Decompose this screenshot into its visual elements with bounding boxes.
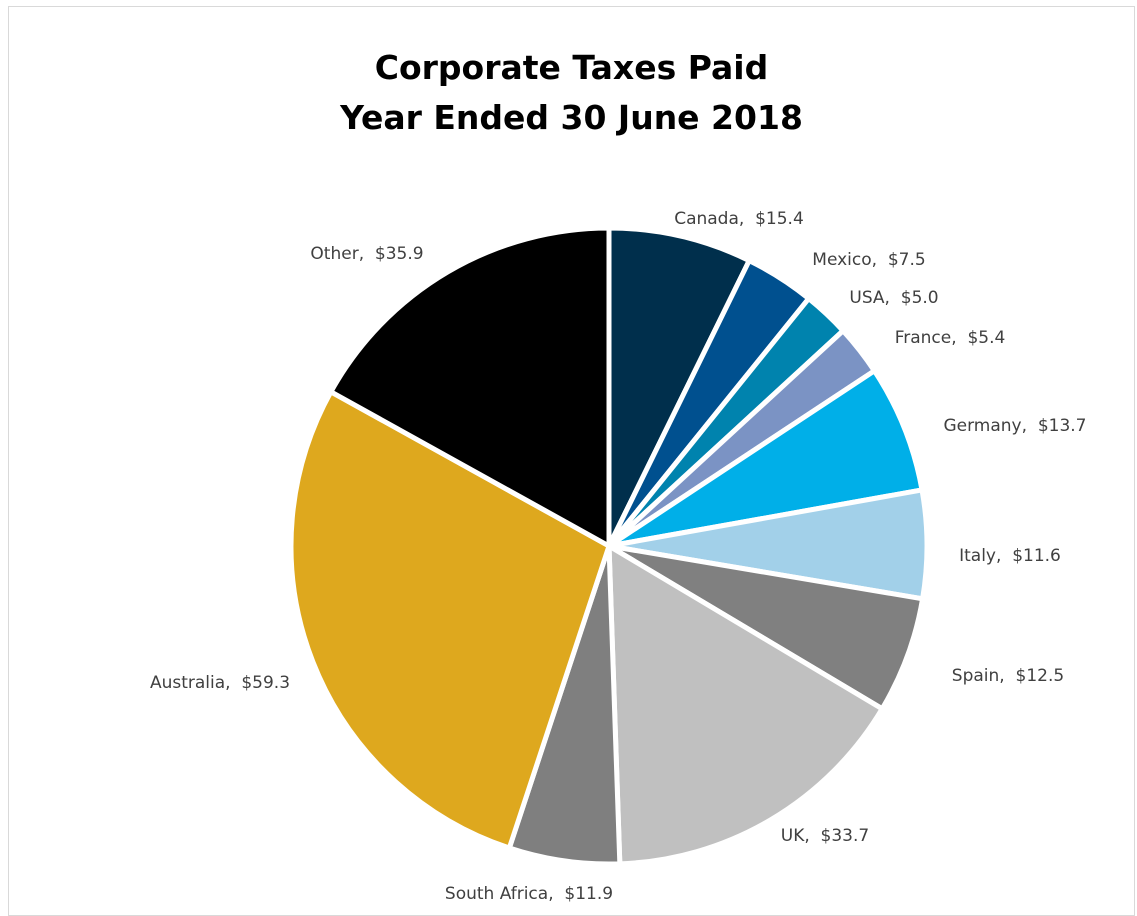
- data-label-italy: Italy, $11.6: [959, 546, 1061, 566]
- chart-title-line-1: Corporate Taxes Paid: [374, 48, 769, 87]
- chart-title-line-2: Year Ended 30 June 2018: [340, 98, 803, 137]
- data-label-spain: Spain, $12.5: [952, 666, 1064, 686]
- pie-slice-australia: [288, 389, 612, 851]
- pie-slice-uk: [606, 543, 885, 867]
- data-label-canada: Canada, $15.4: [674, 209, 804, 229]
- data-label-australia: Australia, $59.3: [150, 673, 290, 693]
- data-label-germany: Germany, $13.7: [943, 416, 1086, 436]
- data-label-other: Other, $35.9: [310, 244, 423, 264]
- pie-slice-canada: [606, 225, 752, 549]
- data-label-uk: UK, $33.7: [781, 826, 869, 846]
- data-label-mexico: Mexico, $7.5: [812, 250, 925, 270]
- data-label-france: France, $5.4: [895, 328, 1006, 348]
- data-label-usa: USA, $5.0: [849, 288, 938, 308]
- data-label-south-africa: South Africa, $11.9: [445, 884, 613, 904]
- chart-title: Corporate Taxes Paid Year Ended 30 June …: [9, 43, 1134, 143]
- pie-slice-other: [328, 225, 612, 549]
- pie-slices: [288, 225, 930, 867]
- pie-labels: Canada, $15.4 Mexico, $7.5 USA, $5.0 France…: [150, 209, 1087, 904]
